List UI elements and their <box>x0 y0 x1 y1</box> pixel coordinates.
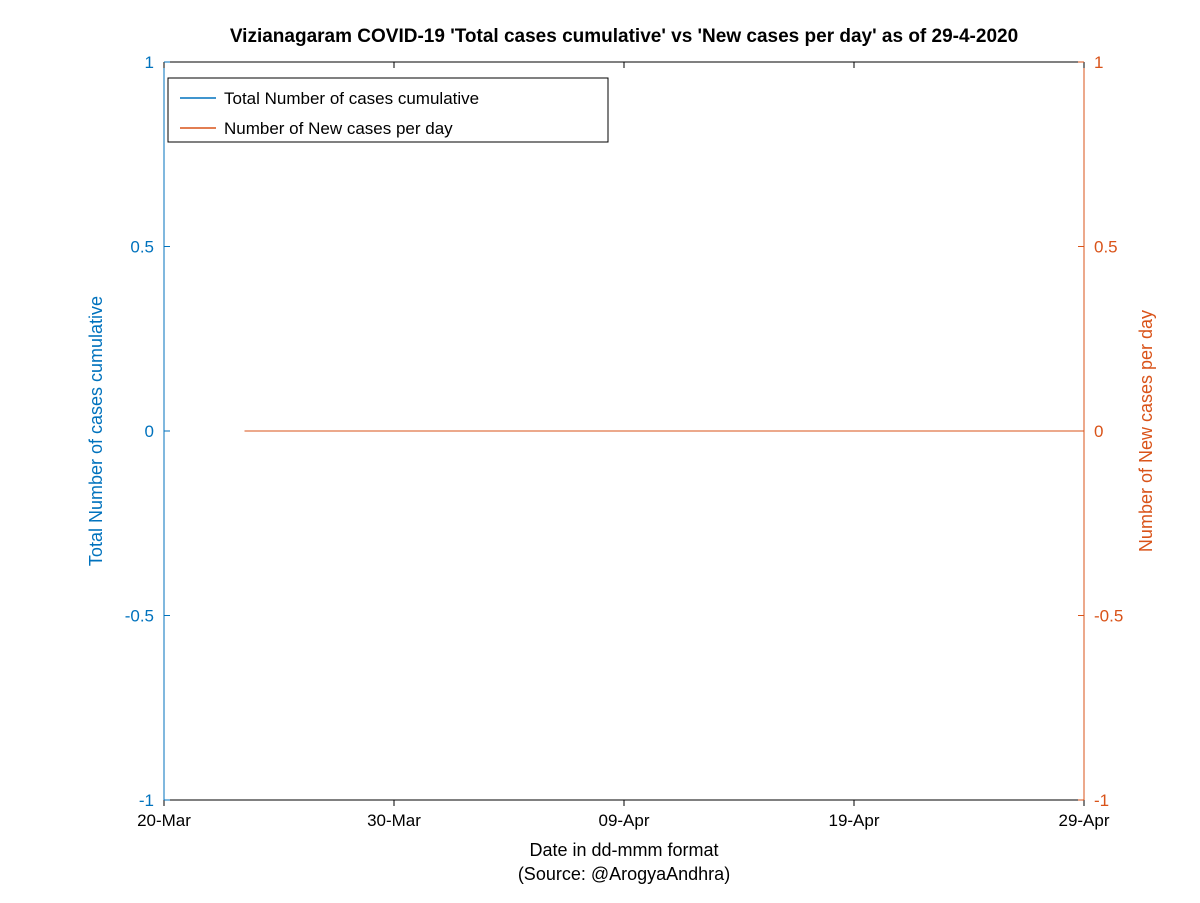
y-left-tick-label: 0.5 <box>130 238 154 257</box>
y-right-tick-label: 0.5 <box>1094 238 1118 257</box>
y-right-axis-label: Number of New cases per day <box>1136 310 1156 552</box>
x-tick-label: 09-Apr <box>598 811 649 830</box>
x-axis-label-line2: (Source: @ArogyaAndhra) <box>518 864 730 884</box>
y-left-axis-label: Total Number of cases cumulative <box>86 296 106 566</box>
x-tick-label: 19-Apr <box>828 811 879 830</box>
chart-title: Vizianagaram COVID-19 'Total cases cumul… <box>230 26 1018 47</box>
y-right-tick-label: -0.5 <box>1094 607 1123 626</box>
x-axis-label-line1: Date in dd-mmm format <box>529 840 718 860</box>
x-tick-label: 30-Mar <box>367 811 421 830</box>
y-left-tick-label: -1 <box>139 791 154 810</box>
x-tick-label: 20-Mar <box>137 811 191 830</box>
y-left-tick-label: -0.5 <box>125 607 154 626</box>
y-left-tick-label: 1 <box>145 53 154 72</box>
x-tick-label: 29-Apr <box>1058 811 1109 830</box>
y-right-tick-label: 1 <box>1094 53 1103 72</box>
y-right-tick-label: 0 <box>1094 422 1103 441</box>
legend-label: Number of New cases per day <box>224 119 453 138</box>
legend-label: Total Number of cases cumulative <box>224 89 479 108</box>
chart-svg: Vizianagaram COVID-19 'Total cases cumul… <box>0 0 1200 898</box>
chart-container: Vizianagaram COVID-19 'Total cases cumul… <box>0 0 1200 898</box>
y-right-tick-label: -1 <box>1094 791 1109 810</box>
y-left-tick-label: 0 <box>145 422 154 441</box>
